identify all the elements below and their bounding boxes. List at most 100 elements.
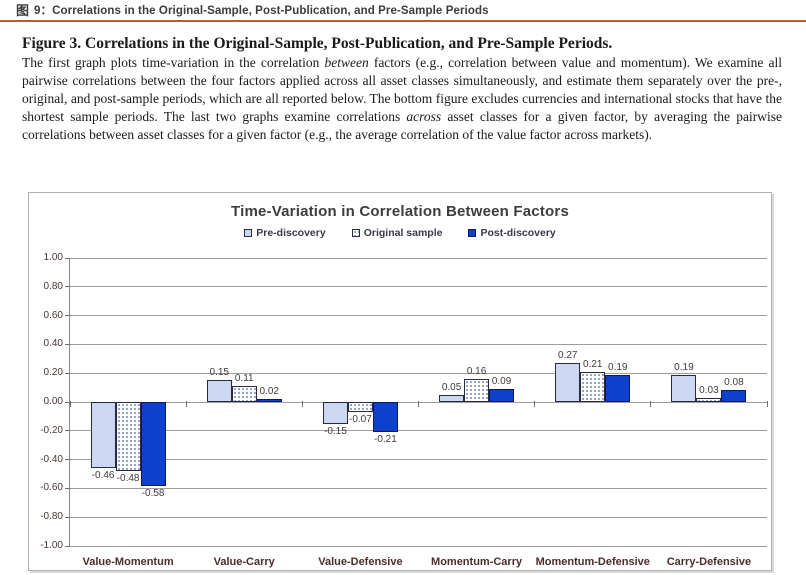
y-axis-tick (65, 430, 70, 432)
bar-value-label: 0.19 (674, 361, 694, 373)
gridline (70, 315, 767, 317)
bar-value-label: 0.08 (724, 377, 744, 389)
y-axis-tick (65, 257, 70, 259)
category-label: Value-Momentum (82, 556, 174, 568)
y-axis-label: 0.60 (43, 309, 63, 321)
y-axis-tick (65, 343, 70, 345)
bar-value-label: -0.15 (324, 425, 347, 437)
y-axis-tick (65, 315, 70, 317)
gridline (70, 343, 767, 345)
category-axis-tick (418, 401, 419, 407)
bar-value-label: 0.11 (234, 373, 254, 385)
category-axis-tick (69, 401, 71, 407)
bar-solid (372, 402, 398, 433)
category-axis-tick (185, 401, 187, 407)
chart-title: Time-Variation in Correlation Between Fa… (231, 203, 569, 220)
gridline (70, 487, 767, 489)
category-label: Momentum-Carry (431, 556, 523, 568)
bar-solid (721, 390, 747, 402)
bar-light (439, 394, 465, 402)
bar-value-label: 0.19 (608, 361, 628, 373)
legend-label: Pre-discovery (256, 227, 326, 239)
gridline (70, 545, 767, 547)
y-axis-label: -0.60 (40, 482, 63, 494)
legend-swatch-icon (351, 229, 360, 237)
page-header-title: 9：Correlations in the Original-Sample, P… (34, 5, 489, 17)
bar-value-label: 0.03 (699, 384, 719, 396)
y-axis-tick (65, 459, 70, 461)
body-part: The first graph plots time-variation in … (22, 55, 325, 71)
y-axis-label: -0.80 (40, 511, 63, 523)
bar-value-label: -0.48 (116, 473, 140, 485)
category-label: Value-Carry (213, 556, 275, 568)
bar-dotted (696, 397, 722, 402)
page-header: 图 9：Correlations in the Original-Sample,… (0, 0, 806, 22)
bar-value-label: 0.27 (558, 350, 578, 362)
y-axis-label: -0.20 (40, 424, 63, 436)
category-axis-tick (301, 401, 303, 407)
body-italic: across (406, 109, 442, 125)
y-axis-tick (65, 545, 70, 547)
y-axis-tick (65, 286, 70, 288)
y-axis-label: 0.40 (43, 338, 63, 350)
y-axis-label: -0.40 (40, 453, 63, 465)
category-label: Carry-Defensive (666, 556, 752, 568)
body-italic: between (324, 55, 369, 71)
chart-legend: Pre-discovery Original sample Post-discove… (29, 226, 771, 240)
bar-value-label: -0.46 (91, 470, 115, 482)
bar-value-label: 0.15 (209, 367, 229, 379)
figure-heading: Figure 3. Correlations in the Original-S… (22, 35, 613, 52)
legend-swatch-icon (468, 229, 477, 237)
bar-solid (140, 402, 166, 486)
category-label: Value-Defensive (318, 556, 403, 568)
legend-item: Post-discovery (468, 227, 556, 239)
bar-dotted (115, 402, 141, 472)
bar-dotted (464, 378, 490, 402)
bar-dotted (231, 386, 257, 402)
y-axis-tick (65, 516, 70, 518)
legend-item: Original sample (351, 227, 443, 239)
chart-container: Time-Variation in Correlation Between Fa… (28, 192, 772, 571)
gridline (70, 459, 767, 461)
figure-body: The first graph plots time-variation in … (22, 54, 782, 144)
category-label: Momentum-Defensive (535, 556, 650, 568)
legend-swatch-icon (244, 229, 253, 237)
bar-value-label: 0.02 (259, 386, 279, 398)
bar-dotted (580, 371, 606, 402)
y-axis-label: 0.80 (43, 280, 63, 292)
legend-item: Pre-discovery (244, 227, 326, 239)
gridline (70, 516, 767, 518)
category-axis-tick (650, 401, 652, 407)
y-axis-label: 0.00 (43, 396, 63, 407)
bar-light (671, 374, 697, 402)
bar-value-label: -0.07 (349, 414, 372, 426)
bar-solid (256, 399, 282, 402)
y-axis-label: 0.20 (43, 367, 63, 379)
gridline (70, 372, 767, 374)
bar-solid (605, 374, 631, 402)
body-part: asset classes for a given factor, by ave… (22, 109, 782, 143)
bar-value-label: 0.09 (491, 376, 512, 388)
bar-value-label: -0.58 (141, 487, 165, 499)
bar-dotted (347, 402, 373, 413)
figure-caption: Figure 3. Correlations in the Original-S… (22, 34, 782, 144)
y-axis-label: 1.00 (43, 252, 63, 263)
bar-value-label: -0.21 (374, 434, 397, 446)
bar-light (90, 402, 116, 469)
bar-light (206, 380, 232, 402)
plot-area: 1.00 0.80 0.60 0.40 0.20 0.00 -0.20 -0.40 -0.60 -… (40, 252, 768, 568)
bar-value-label: 0.16 (466, 365, 487, 377)
bar-light (322, 402, 348, 424)
y-axis-label: -1.00 (40, 540, 63, 551)
y-axis-tick (65, 487, 70, 489)
category-axis-tick (766, 401, 768, 407)
gridline (70, 286, 767, 288)
bar-value-label: 0.21 (583, 358, 603, 370)
legend-label: Post-discovery (480, 227, 556, 239)
bar-light (555, 363, 581, 402)
bar-solid (489, 389, 515, 402)
category-axis-tick (534, 401, 536, 407)
body-part: factors (e.g., correlation between value… (22, 55, 782, 125)
y-axis-tick (65, 372, 70, 374)
legend-label: Original sample (363, 227, 443, 239)
